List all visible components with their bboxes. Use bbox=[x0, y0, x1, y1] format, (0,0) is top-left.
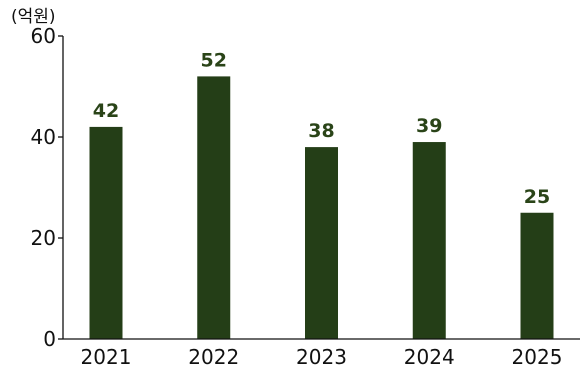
data-label-2021: 42 bbox=[93, 100, 119, 122]
bar-2025 bbox=[520, 212, 554, 339]
bar-2023 bbox=[305, 147, 338, 339]
data-labels-group: 42 52 38 39 25 bbox=[93, 49, 550, 207]
x-tick-label-2021: 2021 bbox=[81, 345, 132, 369]
x-tick-label-2024: 2024 bbox=[404, 345, 455, 369]
y-tick-label: 0 bbox=[43, 327, 56, 351]
bars-group bbox=[89, 76, 554, 340]
bar-2021 bbox=[89, 126, 123, 340]
data-label-2023: 38 bbox=[308, 120, 334, 142]
x-axis-labels: 2021 2022 2023 2024 2025 bbox=[81, 345, 563, 369]
x-tick-label-2022: 2022 bbox=[188, 345, 239, 369]
y-axis-ticks: 0 20 40 60 bbox=[31, 24, 63, 351]
bar-2024 bbox=[412, 142, 446, 339]
y-tick-label: 40 bbox=[31, 125, 56, 149]
bar-2022 bbox=[197, 76, 231, 340]
x-tick-label-2023: 2023 bbox=[296, 345, 347, 369]
data-label-2024: 39 bbox=[416, 115, 442, 137]
y-tick-label: 60 bbox=[31, 24, 56, 48]
data-label-2022: 52 bbox=[201, 49, 227, 71]
data-label-2025: 25 bbox=[524, 186, 550, 208]
unit-label: (억원) bbox=[11, 7, 56, 27]
y-tick-label: 20 bbox=[31, 226, 56, 250]
x-tick-label-2025: 2025 bbox=[512, 345, 563, 369]
